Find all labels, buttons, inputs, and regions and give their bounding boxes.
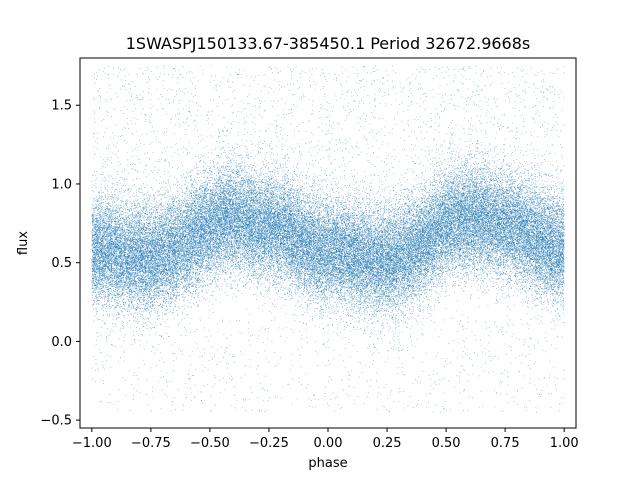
x-tick-label: −0.25 [249,436,289,451]
x-tick-label: −1.00 [72,436,112,451]
x-tick-label: 0.00 [314,436,343,451]
y-axis: −0.5 0.0 0.5 1.0 1.5 [40,99,80,429]
x-tick-label: 1.00 [550,436,579,451]
scatter-points [80,58,576,428]
scatter-points-layer [80,58,576,428]
y-tick-label: 1.0 [51,177,72,192]
y-tick-label: −0.5 [40,414,72,429]
chart-title: 1SWASPJ150133.67-385450.1 Period 32672.9… [126,34,531,53]
x-tick-label: 0.50 [432,436,461,451]
x-tick-label: −0.50 [190,436,230,451]
y-tick-label: 0.5 [51,256,72,271]
x-tick-label: 0.75 [491,436,520,451]
x-axis: −1.00 −0.75 −0.50 −0.25 0.00 0.25 0.50 0.75 1.00 [72,428,579,451]
y-axis-label: flux [16,231,31,255]
x-tick-label: −0.75 [131,436,171,451]
y-tick-label: 0.0 [51,335,72,350]
x-axis-label: phase [308,456,347,471]
x-tick-label: 0.25 [373,436,402,451]
y-tick-label: 1.5 [51,99,72,114]
